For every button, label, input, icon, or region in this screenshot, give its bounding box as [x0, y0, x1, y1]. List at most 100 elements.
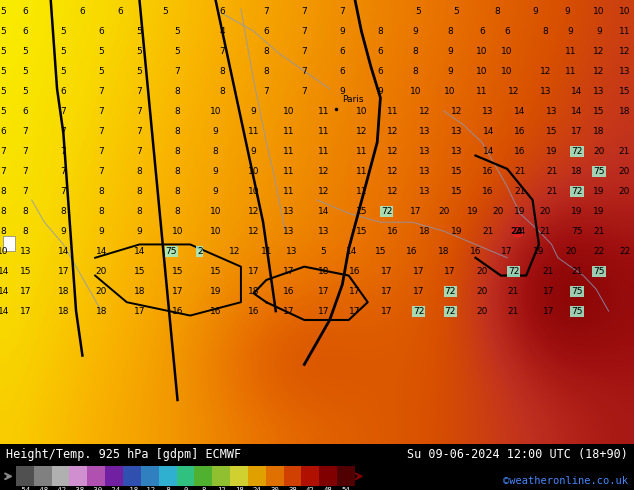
Text: 5: 5 — [136, 47, 143, 55]
Text: 10: 10 — [619, 6, 630, 16]
Text: 18: 18 — [235, 487, 243, 490]
Text: 8: 8 — [174, 126, 181, 136]
Text: 21: 21 — [540, 226, 551, 236]
Text: 11: 11 — [318, 147, 329, 156]
Text: 14: 14 — [482, 126, 494, 136]
Text: 7: 7 — [60, 107, 67, 116]
Text: 9: 9 — [596, 26, 602, 36]
Text: 18: 18 — [419, 226, 430, 236]
Text: 8: 8 — [60, 207, 67, 216]
Text: 7: 7 — [22, 126, 29, 136]
Text: 5: 5 — [0, 26, 6, 36]
Text: 17: 17 — [413, 287, 424, 295]
Text: 11: 11 — [387, 107, 399, 116]
Text: 12: 12 — [593, 67, 605, 75]
Text: 9: 9 — [339, 87, 346, 96]
Text: 9: 9 — [136, 226, 143, 236]
Text: 5: 5 — [174, 47, 181, 55]
Text: 12: 12 — [619, 47, 630, 55]
Text: 72: 72 — [413, 307, 424, 316]
Text: 17: 17 — [381, 307, 392, 316]
Text: 14: 14 — [0, 307, 9, 316]
Text: 6: 6 — [60, 87, 67, 96]
Text: -48: -48 — [36, 487, 49, 490]
Text: 19: 19 — [210, 287, 221, 295]
Text: 5: 5 — [0, 47, 6, 55]
Text: 11: 11 — [248, 126, 259, 136]
Text: 5: 5 — [0, 67, 6, 75]
Text: 16: 16 — [248, 307, 259, 316]
Text: Paris: Paris — [342, 96, 364, 104]
Text: 7: 7 — [136, 87, 143, 96]
Text: 8: 8 — [0, 207, 6, 216]
Text: 11: 11 — [565, 67, 576, 75]
Text: 12: 12 — [387, 126, 399, 136]
Text: 17: 17 — [381, 287, 392, 295]
Text: 14: 14 — [318, 207, 329, 216]
Text: 11: 11 — [318, 107, 329, 116]
Text: 21: 21 — [508, 307, 519, 316]
Text: 13: 13 — [540, 87, 551, 96]
Text: 8: 8 — [212, 147, 219, 156]
Text: 16: 16 — [514, 126, 526, 136]
Text: 16: 16 — [470, 246, 481, 256]
Text: 8: 8 — [174, 167, 181, 175]
Text: 19: 19 — [571, 207, 583, 216]
Text: 8: 8 — [377, 26, 384, 36]
Text: -24: -24 — [108, 487, 120, 490]
Text: 11: 11 — [283, 187, 294, 196]
Text: 5: 5 — [0, 107, 6, 116]
Text: 7: 7 — [219, 47, 225, 55]
Text: 17: 17 — [283, 307, 294, 316]
Text: 13: 13 — [286, 246, 297, 256]
Text: 75: 75 — [165, 246, 177, 256]
Text: 15: 15 — [210, 267, 221, 275]
Text: 10: 10 — [0, 246, 9, 256]
Text: 17: 17 — [20, 287, 31, 295]
Text: 14: 14 — [96, 246, 107, 256]
Text: 20: 20 — [476, 267, 488, 275]
Text: 17: 17 — [248, 267, 259, 275]
Bar — [266, 466, 283, 487]
Text: 17: 17 — [349, 307, 361, 316]
Text: 14: 14 — [134, 246, 145, 256]
Text: 12: 12 — [451, 107, 462, 116]
Text: 13: 13 — [619, 67, 630, 75]
Text: 21: 21 — [546, 167, 557, 175]
Text: 7: 7 — [136, 126, 143, 136]
Text: 18: 18 — [58, 287, 69, 295]
Bar — [51, 466, 69, 487]
Text: 17: 17 — [20, 307, 31, 316]
Text: 20: 20 — [96, 287, 107, 295]
Text: 72: 72 — [444, 287, 456, 295]
Text: 6: 6 — [22, 6, 29, 16]
Text: -8: -8 — [163, 487, 172, 490]
Text: 5: 5 — [22, 47, 29, 55]
Text: 7: 7 — [60, 147, 67, 156]
Text: 9: 9 — [98, 226, 105, 236]
Text: 17: 17 — [172, 287, 183, 295]
Text: 15: 15 — [356, 207, 367, 216]
Text: 7: 7 — [301, 47, 307, 55]
Text: 9: 9 — [447, 47, 453, 55]
Text: 19: 19 — [514, 207, 526, 216]
Text: 9: 9 — [212, 187, 219, 196]
Bar — [34, 466, 51, 487]
Text: 12: 12 — [540, 67, 551, 75]
Text: 72: 72 — [571, 147, 583, 156]
Text: 17: 17 — [318, 287, 329, 295]
Text: 7: 7 — [301, 6, 307, 16]
Text: 9: 9 — [533, 6, 539, 16]
Text: 8: 8 — [174, 187, 181, 196]
Text: 18: 18 — [96, 307, 107, 316]
Text: 8: 8 — [136, 187, 143, 196]
Text: 75: 75 — [571, 226, 583, 236]
Text: 8: 8 — [447, 26, 453, 36]
Text: 20: 20 — [540, 207, 551, 216]
Text: 20: 20 — [492, 207, 503, 216]
Text: -54: -54 — [18, 487, 31, 490]
Text: 22: 22 — [619, 246, 630, 256]
Text: 12: 12 — [318, 167, 329, 175]
Text: 7: 7 — [301, 67, 307, 75]
Text: 5: 5 — [162, 6, 168, 16]
